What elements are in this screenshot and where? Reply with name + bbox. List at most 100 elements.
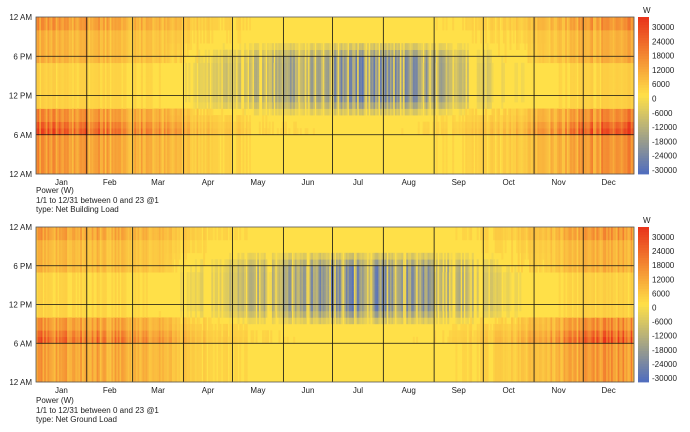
heatmap-cell	[214, 88, 217, 96]
heatmap-cell	[50, 75, 53, 83]
heatmap-cell	[137, 17, 140, 24]
heatmap-cell	[193, 75, 196, 83]
heatmap-cell	[132, 147, 135, 155]
heatmap-cell	[140, 69, 143, 77]
heatmap-cell	[113, 56, 115, 64]
heatmap-cell	[91, 88, 94, 96]
heatmap-cell	[173, 56, 176, 64]
heatmap-cell	[461, 160, 464, 168]
heatmap-cell	[96, 128, 99, 136]
heatmap-cell	[245, 102, 248, 109]
heatmap-cell	[155, 56, 158, 64]
heatmap-cell	[104, 167, 107, 175]
heatmap-cell	[217, 82, 220, 90]
heatmap-cell	[153, 141, 156, 149]
heatmap-cell	[116, 75, 119, 83]
heatmap-cell	[149, 95, 152, 103]
heatmap-cell	[204, 95, 207, 103]
heatmap-cell	[178, 23, 181, 31]
heatmap-cell	[170, 160, 173, 168]
heatmap-cell	[198, 88, 201, 96]
heatmap-cell	[208, 102, 211, 109]
heatmap-cell	[80, 95, 83, 103]
heatmap-cell	[504, 43, 507, 51]
heatmap-cell	[124, 17, 127, 24]
heatmap-cell	[122, 43, 125, 51]
heatmap-cell	[188, 36, 191, 44]
heatmap-cell	[106, 102, 109, 109]
heatmap-cell	[76, 49, 79, 57]
heatmap-cell	[86, 115, 89, 122]
heatmap-cell	[36, 43, 38, 51]
heatmap-cell	[106, 147, 109, 155]
heatmap-cell	[158, 108, 161, 116]
heatmap-cell	[486, 43, 489, 51]
heatmap-cell	[165, 108, 168, 116]
heatmap-cell	[119, 49, 122, 57]
heatmap-cell	[234, 75, 237, 83]
heatmap-cell	[111, 62, 114, 70]
heatmap-cell	[68, 128, 71, 136]
heatmap-cell	[335, 49, 338, 57]
heatmap-cell	[217, 75, 220, 83]
heatmap-cell	[44, 75, 47, 83]
heatmap-cell	[108, 147, 111, 155]
heatmap-cell	[75, 62, 78, 70]
heatmap-cell	[149, 36, 152, 44]
heatmap-cell	[121, 141, 124, 149]
heatmap-cell	[224, 95, 227, 103]
heatmap-cell	[475, 36, 478, 44]
heatmap-cell	[137, 23, 140, 31]
heatmap-cell	[83, 95, 86, 103]
heatmap-cell	[230, 115, 233, 122]
heatmap-cell	[145, 43, 148, 51]
heatmap-cell	[57, 102, 60, 109]
heatmap-cell	[502, 88, 505, 96]
heatmap-cell	[493, 17, 496, 24]
heatmap-cell	[94, 95, 97, 103]
heatmap-cell	[198, 56, 201, 64]
heatmap-cell	[36, 62, 38, 70]
heatmap-cell	[122, 49, 125, 57]
heatmap-cell	[50, 43, 53, 51]
heatmap-cell	[49, 56, 52, 64]
heatmap-cell	[70, 82, 73, 90]
heatmap-cell	[239, 134, 242, 142]
heatmap-cell	[93, 17, 96, 24]
heatmap-cell	[47, 75, 50, 83]
heatmap-cell	[194, 69, 197, 77]
heatmap-cell	[155, 36, 158, 44]
heatmap-cell	[122, 17, 125, 24]
heatmap-cell	[73, 43, 76, 51]
heatmap-cell	[52, 108, 55, 116]
heatmap-cell	[391, 108, 394, 116]
heatmap-cell	[242, 147, 245, 155]
heatmap-cell	[50, 62, 53, 70]
heatmap-cell	[90, 88, 93, 96]
heatmap-cell	[113, 102, 115, 109]
heatmap-cell	[152, 49, 155, 57]
heatmap-cell	[152, 115, 155, 122]
heatmap-cell	[176, 17, 179, 24]
heatmap-cell	[134, 147, 137, 155]
heatmap-cell	[106, 17, 109, 24]
heatmap-cell	[124, 147, 127, 155]
heatmap-cell	[116, 49, 119, 57]
heatmap-cell	[129, 141, 132, 149]
heatmap-cell	[170, 49, 173, 57]
heatmap-cell	[221, 108, 224, 116]
heatmap-cell	[108, 82, 111, 90]
heatmap-cell	[121, 36, 124, 44]
heatmap-cell	[108, 167, 111, 175]
heatmap-cell	[152, 147, 155, 155]
heatmap-cell	[137, 141, 140, 149]
heatmap-cell	[217, 141, 220, 149]
heatmap-cell	[224, 75, 227, 83]
heatmap-cell	[222, 82, 225, 90]
heatmap-cell	[37, 69, 40, 77]
heatmap-cell	[44, 102, 47, 109]
heatmap-cell	[401, 49, 404, 57]
heatmap-cell	[129, 49, 132, 57]
heatmap-cell	[227, 147, 230, 155]
heatmap-cell	[512, 36, 515, 44]
